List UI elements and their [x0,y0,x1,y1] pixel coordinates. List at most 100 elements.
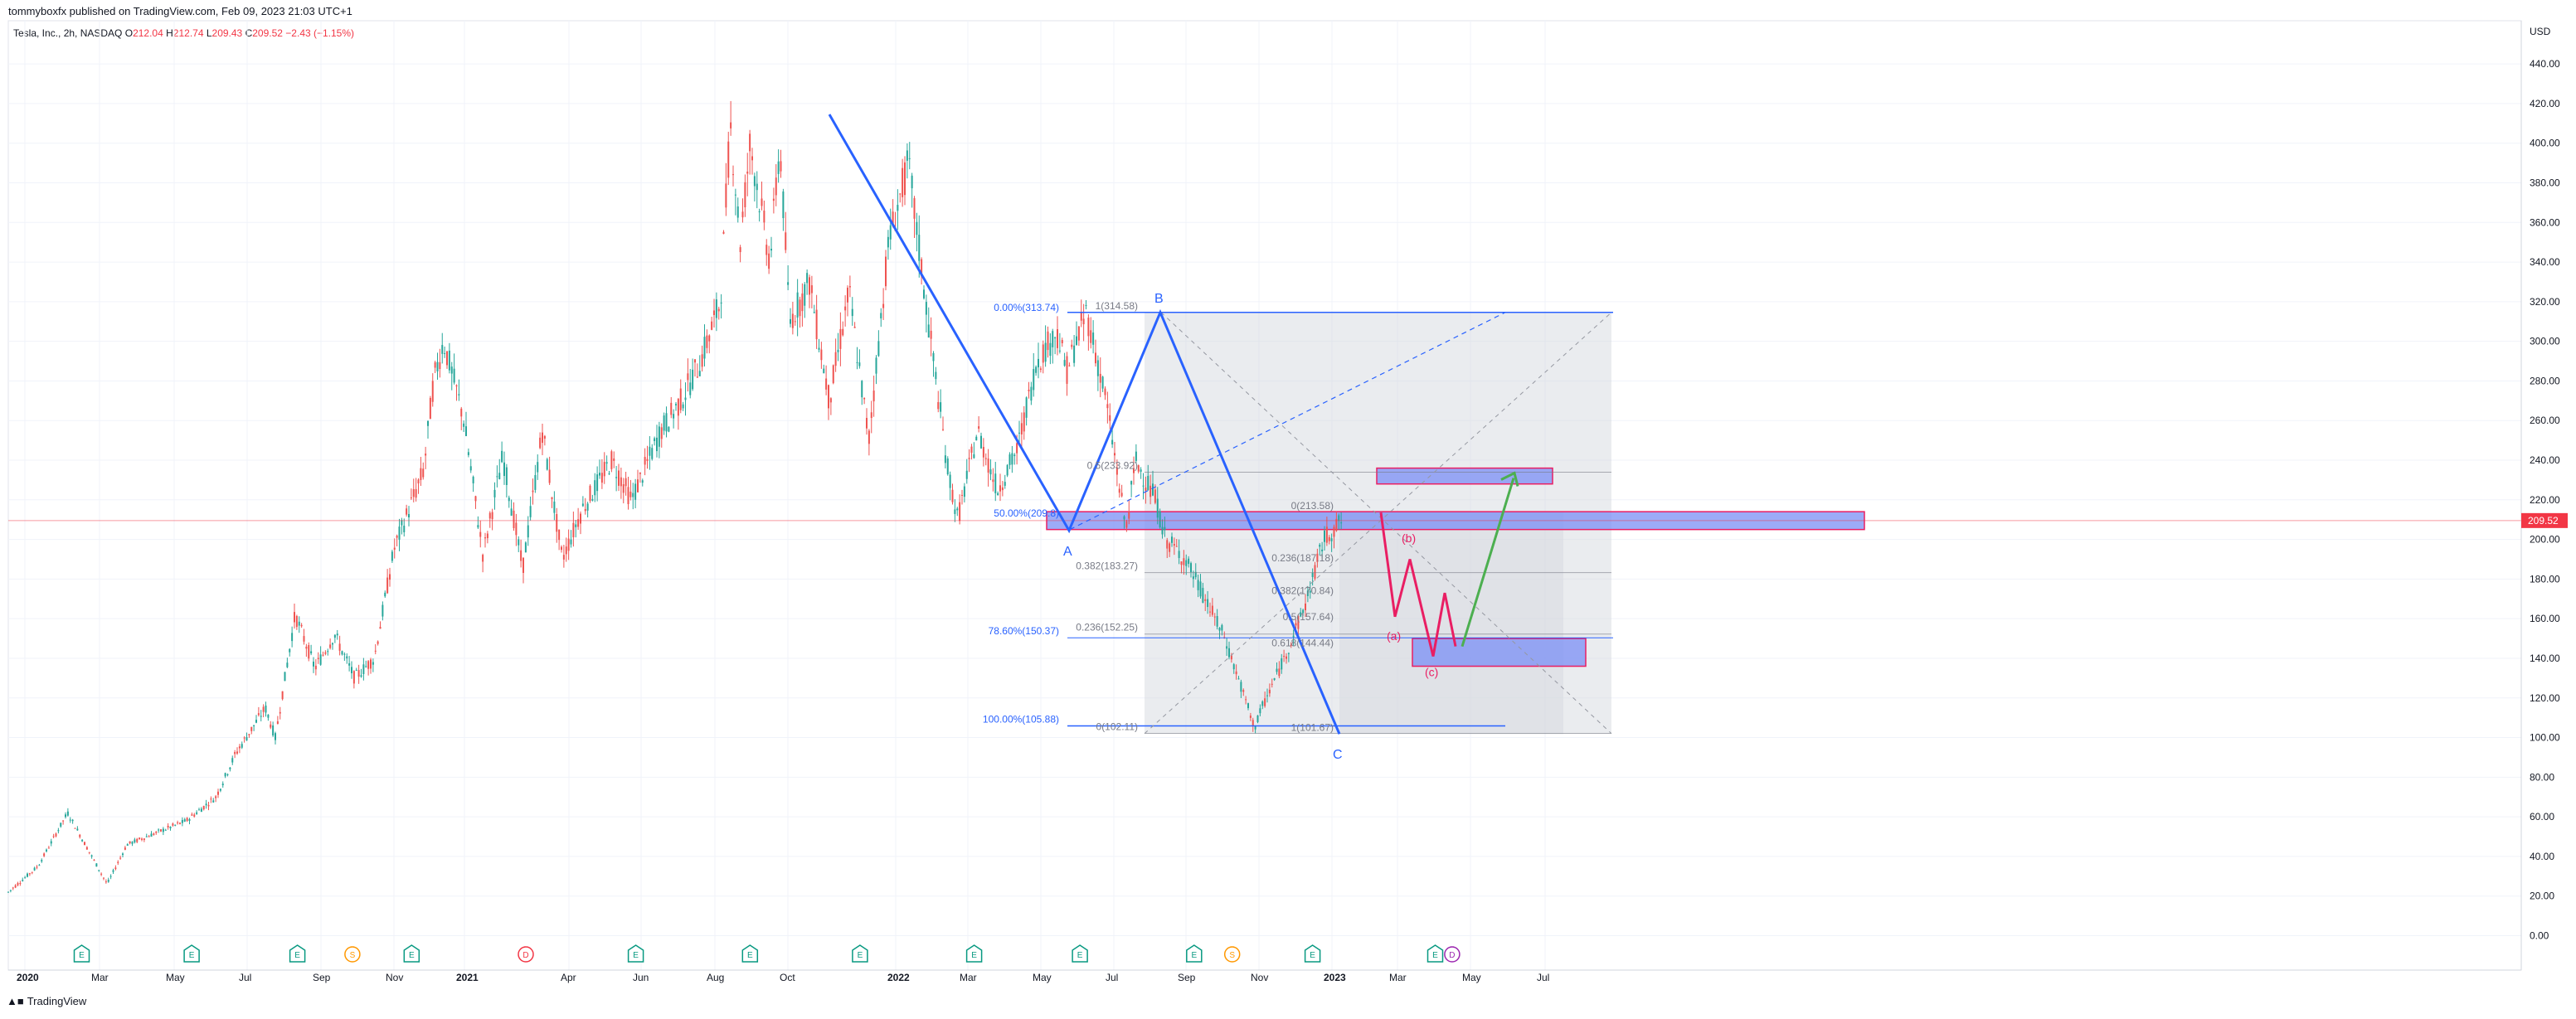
candle-body [1218,628,1221,631]
candle-body [1180,561,1183,565]
x-tick-label: 2021 [456,972,479,983]
candle-body [968,458,970,459]
candle-body [100,873,103,875]
candle-body [1245,699,1247,701]
candle-body [1101,376,1104,389]
candle-body [47,847,50,849]
candle-body [1063,360,1066,366]
axes: 440.00 420.00 400.00 380.00 360.00 340.00 320.… [8,21,2568,983]
candle-body [41,860,43,861]
candle-body [1085,304,1087,306]
candle-body [761,198,763,206]
candle-body [448,350,450,371]
candle-body [775,177,777,196]
candle-body [420,468,422,481]
candle-body [1207,599,1209,608]
candle-body [300,624,303,627]
candle-body [787,282,790,285]
candle-body [422,468,425,478]
event-marker-label: E [79,951,85,960]
candle-body [270,724,272,728]
candle-body [31,871,33,873]
candle-body [412,488,415,497]
fib-inner-label: 0.618(144.44) [1271,637,1334,648]
candle-body [532,490,534,493]
candle-body [956,508,959,511]
candle-body [1254,725,1256,730]
candle-body [453,368,455,383]
candle-body [1111,439,1114,445]
candle-body [975,436,978,441]
earnings-marker [1186,944,1203,963]
candle-body [1115,467,1118,475]
candle-body [212,800,215,803]
candle-body [684,397,687,400]
candle-body [1305,603,1306,611]
candle-body [1235,671,1237,675]
candle-body [317,657,319,659]
candle-body [119,857,122,859]
candle-body [634,483,637,500]
x-tick-label: Jul [239,972,251,983]
candle-body [527,525,529,538]
candle-body [1009,454,1011,465]
candle-body [65,814,66,818]
tradingview-brand[interactable]: ▲■ TradingView [7,995,86,1007]
candle-body [980,435,982,449]
x-tick-label: Jul [1537,972,1549,983]
candle-body [172,823,174,826]
candle-body [565,546,567,555]
candle-body [1147,475,1149,490]
candle-body [1209,611,1211,613]
candle-body [505,467,508,485]
candle-body [987,459,989,473]
fib-inner-label: 0.236(187.18) [1271,552,1334,564]
candle-body [651,448,654,459]
candle-body [1077,326,1080,341]
candle-body [1292,635,1295,638]
candle-body [167,826,169,827]
x-tick-label: 2023 [1324,972,1346,983]
candle-body [637,479,639,493]
candle-body [109,876,112,877]
event-marker-label: E [1310,951,1315,960]
candle-body [1011,453,1013,465]
candle-body [1095,352,1096,364]
candle-body [62,820,65,822]
candle-body [1340,522,1343,524]
candle-body [198,809,200,811]
candle-body [1194,571,1197,578]
event-marker-label: E [409,951,415,960]
candle-body [486,533,488,539]
candle-body [618,470,620,486]
candle-body [581,503,584,507]
candle-body [107,880,109,882]
candle-body [515,522,518,536]
last-price-value: 209.52 [2528,515,2559,526]
candle-body [887,236,889,248]
upper-target-zone [1376,467,1553,485]
candle-body [257,713,260,716]
event-marker-label: D [1449,951,1455,960]
candle-body [367,661,370,669]
y-tick-label: 80.00 [2530,771,2554,783]
candle-body [253,725,255,726]
candle-body [1166,540,1169,549]
close-label: C [245,27,253,39]
candle-body [384,592,386,597]
candle-body [131,842,134,844]
candle-body [465,426,467,436]
candle-body [558,529,561,541]
x-tick-label: 2020 [17,972,39,983]
candle-body [57,830,60,832]
candle-body [567,538,570,551]
candle-body [207,805,210,807]
candle-body [114,867,117,870]
candle-body [654,438,656,442]
candle-body [24,877,27,879]
candle-body [1314,565,1316,579]
dividend-marker [1444,946,1461,963]
fib-labels: 0.00%(313.74) 50.00%(209.8) 78.60%(150.37)… [983,300,1334,734]
